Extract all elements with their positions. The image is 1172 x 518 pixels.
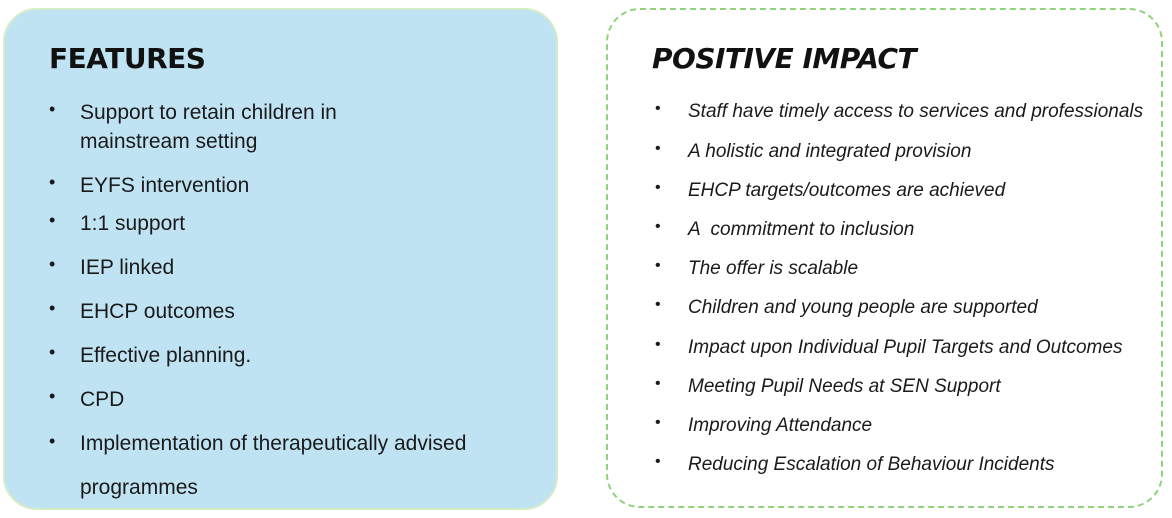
- impact-panel: POSITIVE IMPACT • Staff have timely acce…: [606, 8, 1163, 508]
- bullet-icon: •: [655, 453, 661, 470]
- feature-item-label: EHCP outcomes: [80, 300, 235, 323]
- bullet-icon: •: [49, 342, 56, 362]
- bullet-icon: •: [49, 99, 56, 119]
- impact-item-label: A holistic and integrated provision: [688, 141, 972, 162]
- bullet-icon: •: [655, 296, 661, 313]
- impact-item-label: Reducing Escalation of Behaviour Inciden…: [688, 454, 1055, 475]
- feature-item-label: 1:1 support: [80, 212, 186, 235]
- features-title: FEATURES: [49, 42, 206, 75]
- bullet-icon: •: [49, 172, 56, 192]
- bullet-icon: •: [655, 336, 661, 353]
- feature-item-label: Support to retain children in mainstream…: [80, 101, 337, 153]
- feature-item-label: IEP linked: [80, 256, 175, 279]
- bullet-icon: •: [49, 210, 56, 230]
- bullet-icon: •: [49, 431, 56, 451]
- bullet-icon: •: [655, 140, 661, 157]
- bullet-icon: •: [655, 257, 661, 274]
- bullet-icon: •: [655, 179, 661, 196]
- feature-item-label: EYFS intervention: [80, 174, 250, 197]
- bullet-icon: •: [49, 254, 56, 274]
- impact-title: POSITIVE IMPACT: [652, 42, 917, 75]
- bullet-icon: •: [655, 414, 661, 431]
- impact-item-label: Children and young people are supported: [688, 297, 1038, 318]
- bullet-icon: •: [49, 386, 56, 406]
- feature-item-label: CPD: [80, 388, 125, 411]
- impact-item-label: Improving Attendance: [688, 415, 873, 436]
- feature-item-label: Effective planning.: [80, 344, 252, 367]
- bullet-icon: •: [655, 375, 661, 392]
- impact-item-label: EHCP targets/outcomes are achieved: [688, 180, 1006, 201]
- bullet-icon: •: [655, 100, 661, 117]
- bullet-icon: •: [655, 218, 661, 235]
- impact-item-label: The offer is scalable: [688, 258, 859, 279]
- impact-item-label: Meeting Pupil Needs at SEN Support: [688, 376, 1001, 397]
- feature-item-label: Implementation of therapeutically advise…: [80, 432, 467, 499]
- features-panel: FEATURES • Support to retain children in…: [3, 8, 558, 510]
- impact-item-label: Staff have timely access to services and…: [688, 101, 1144, 122]
- bullet-icon: •: [49, 298, 56, 318]
- impact-item-label: A commitment to inclusion: [688, 219, 915, 240]
- impact-item-label: Impact upon Individual Pupil Targets and…: [688, 337, 1123, 358]
